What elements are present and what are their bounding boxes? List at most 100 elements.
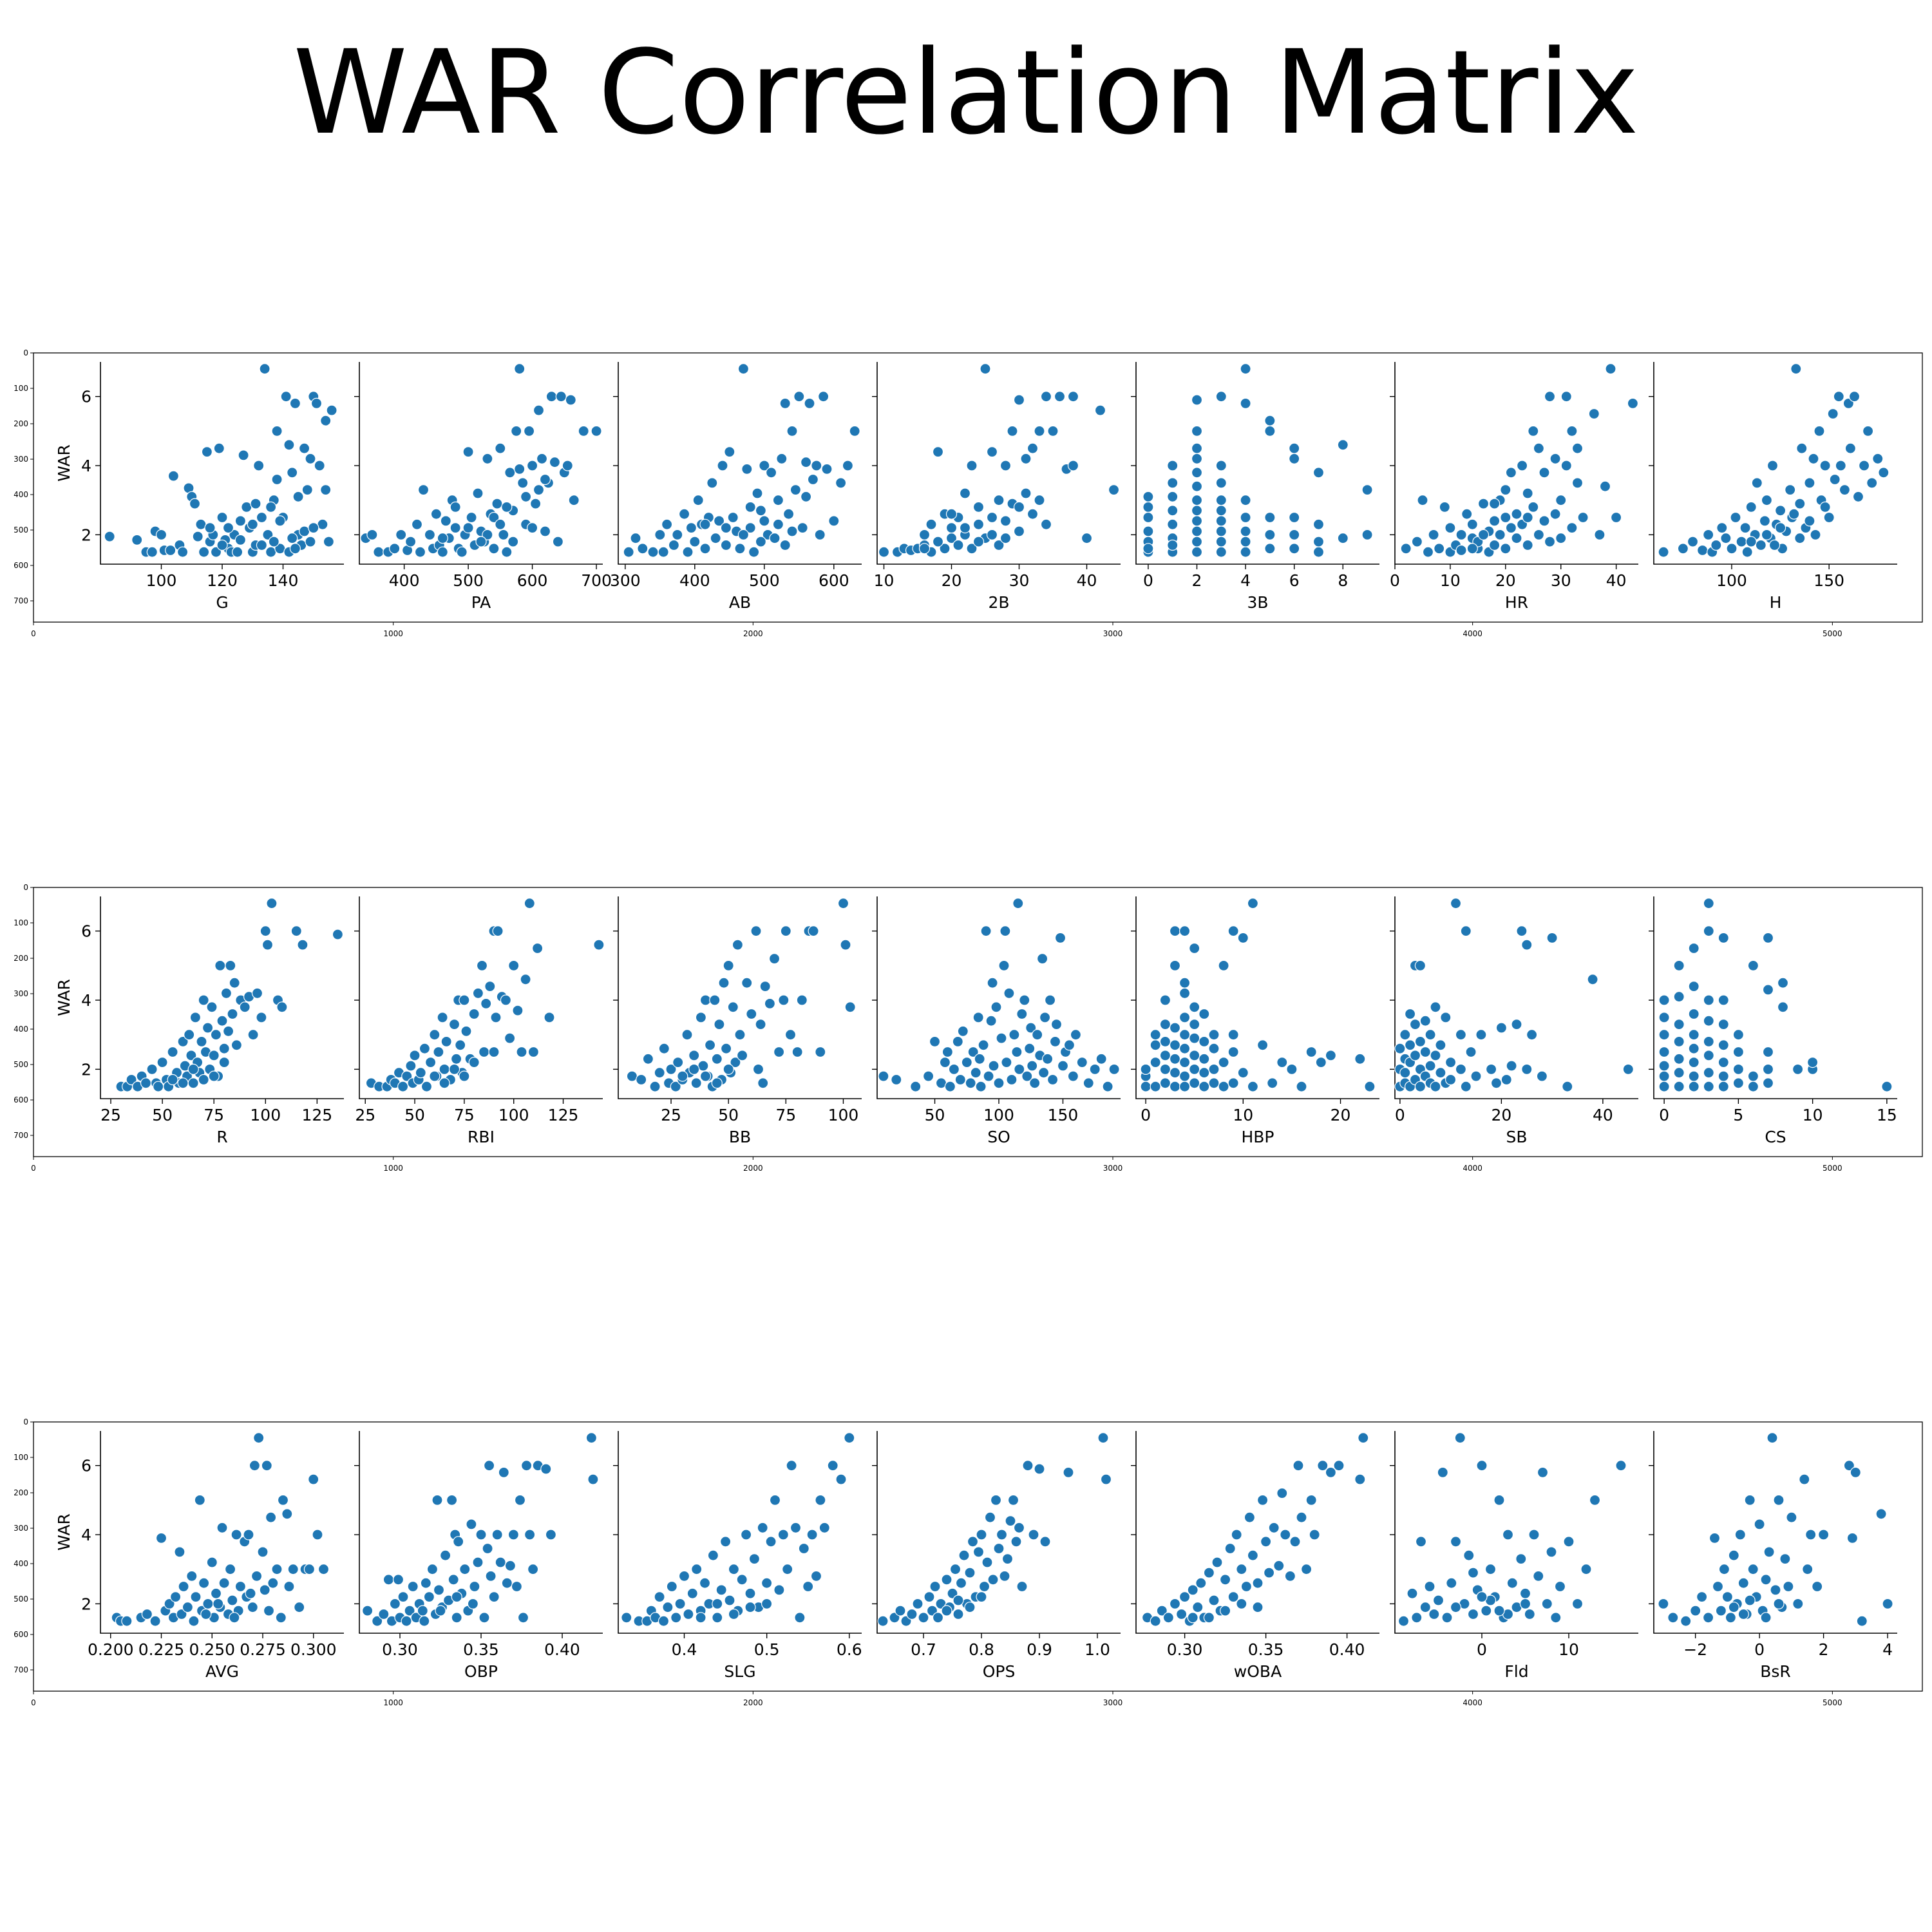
scatter-point [1747, 1081, 1759, 1092]
panel-HBP: 0 10 20 HBP [1131, 896, 1379, 1146]
scatter-point [373, 546, 384, 558]
panel-axes [1653, 896, 1897, 1099]
scatter-point [257, 1546, 269, 1558]
scatter-point [1489, 498, 1501, 509]
scatter-point [214, 960, 226, 972]
scatter-point [1673, 1067, 1685, 1079]
scatter-point [972, 1546, 985, 1558]
scatter-point [459, 1564, 471, 1575]
scatter-point [1533, 442, 1544, 454]
scatter-point [420, 1577, 431, 1589]
scatter-point [815, 1494, 826, 1506]
scatter-point [765, 1536, 777, 1548]
scatter-point [782, 508, 795, 520]
scatter-point [520, 491, 532, 502]
scatter-point [1511, 533, 1522, 544]
scatter-point [1312, 467, 1325, 478]
scatter-point [568, 495, 580, 506]
scatter-point [941, 1605, 952, 1616]
scatter-point [978, 1580, 990, 1593]
scatter-point [455, 1039, 466, 1051]
scatter-point [424, 1056, 437, 1068]
scatter-point [1089, 1063, 1101, 1075]
scatter-point [777, 1529, 789, 1540]
scatter-point [1786, 1511, 1797, 1523]
scatter-point [225, 960, 236, 972]
x-tick-label: 0 [1477, 1640, 1487, 1659]
x-tick-label: 500 [453, 571, 484, 590]
outer-y-tick-label: 0 [23, 883, 28, 892]
scatter-point [1094, 404, 1106, 416]
scatter-point [1747, 960, 1759, 972]
scatter-point [1063, 1039, 1075, 1051]
x-axis-label: G [216, 593, 228, 612]
scatter-point [198, 994, 209, 1006]
scatter-point [957, 1025, 969, 1037]
scatter-point [1312, 546, 1325, 558]
scatter-point [993, 1077, 1005, 1089]
scatter-point [985, 1015, 997, 1027]
x-tick-label: 0.5 [754, 1640, 780, 1659]
scatter-point [314, 460, 325, 471]
scatter-point [1150, 1081, 1161, 1092]
x-tick-label: 0 [1143, 571, 1153, 590]
scatter-point [462, 522, 474, 534]
scatter-point [748, 546, 760, 558]
scatter-point [495, 1557, 506, 1568]
scatter-point [932, 536, 944, 547]
outer-x-tick-label: 0 [31, 1698, 36, 1707]
scatter-point [987, 977, 998, 989]
scatter-point [1405, 1008, 1416, 1020]
scatter-point [970, 1067, 981, 1079]
scatter-point [918, 543, 931, 554]
scatter-point [1041, 1053, 1054, 1065]
scatter-point [1237, 932, 1249, 944]
x-axis-label: AVG [205, 1662, 239, 1681]
scatter-point [1783, 1580, 1794, 1593]
scatter-point [1658, 1029, 1670, 1041]
scatter-point [776, 453, 788, 464]
x-axis-label: H [1770, 593, 1782, 612]
scatter-point [1169, 1039, 1181, 1051]
scatter-point [1354, 1053, 1366, 1065]
scatter-point [967, 1046, 979, 1058]
scatter-point [654, 529, 666, 541]
scatter-point [1050, 1018, 1063, 1030]
scatter-point [287, 533, 298, 544]
scatter-point [1289, 543, 1300, 554]
scatter-point [1446, 1577, 1457, 1589]
scatter-point [1189, 1018, 1200, 1030]
x-tick-label: 75 [775, 1106, 796, 1124]
scatter-point [666, 1580, 677, 1593]
scatter-point [1057, 1060, 1069, 1072]
scatter-point [790, 484, 802, 496]
scatter-point [253, 1432, 265, 1444]
scatter-point [1394, 1043, 1406, 1054]
scatter-point [999, 533, 1012, 544]
scatter-point [1076, 1056, 1088, 1068]
scatter-point [658, 546, 669, 558]
scatter-point [501, 546, 513, 558]
scatter-point [1191, 467, 1203, 478]
x-axis-label: 2B [988, 593, 1009, 612]
scatter-point [712, 1612, 723, 1624]
scatter-point [1799, 1473, 1810, 1485]
scatter-point [1159, 1077, 1171, 1089]
x-tick-label: 15 [1877, 1106, 1897, 1124]
scatter-point [229, 977, 240, 989]
scatter-point [737, 363, 750, 375]
scatter-point [1495, 1022, 1507, 1034]
scatter-point [187, 1077, 199, 1089]
scatter-point [1415, 1536, 1427, 1548]
scatter-point [744, 1602, 756, 1613]
scatter-point [720, 1043, 732, 1054]
scatter-point [709, 994, 721, 1006]
scatter-point [1770, 1584, 1781, 1596]
scatter-point [539, 526, 551, 537]
scatter-point [1690, 1605, 1701, 1616]
scatter-point [317, 1564, 330, 1575]
scatter-point [431, 1494, 443, 1506]
scatter-point [562, 460, 573, 471]
scatter-point [404, 536, 417, 547]
